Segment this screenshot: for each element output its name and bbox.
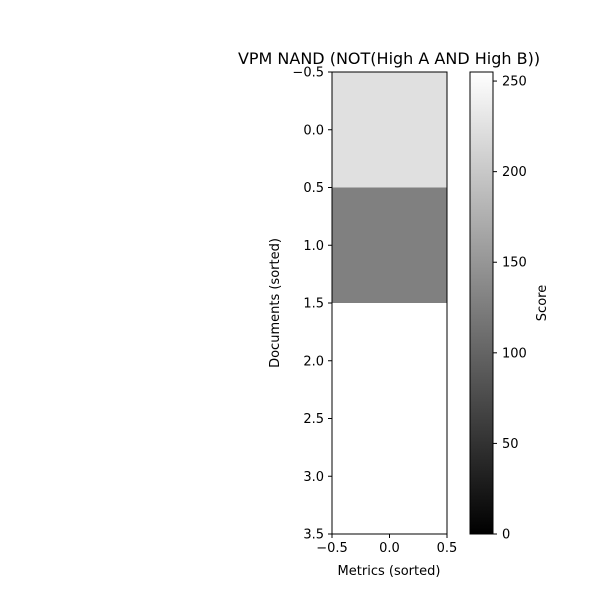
y-tick-label: 3.0 xyxy=(303,470,324,485)
y-tick-label: −0.5 xyxy=(292,66,324,81)
colorbar-tick-label: 0 xyxy=(502,528,510,543)
heatmap-cell xyxy=(332,418,447,534)
colorbar-tick-label: 250 xyxy=(502,75,527,90)
colorbar-tick-label: 50 xyxy=(502,437,519,452)
y-tick-label: 2.0 xyxy=(303,354,324,369)
colorbar xyxy=(469,71,494,535)
y-tick-label: 1.5 xyxy=(303,297,324,312)
x-axis: −0.5 0.0 0.5 xyxy=(316,534,457,556)
heatmap-cell xyxy=(332,187,447,303)
colorbar-axis: 0 50 100 150 200 250 xyxy=(493,75,527,543)
x-tick-label: 0.5 xyxy=(437,541,458,556)
y-tick-label: 2.5 xyxy=(303,412,324,427)
colorbar-tick-label: 150 xyxy=(502,256,527,271)
y-tick-label: 0.5 xyxy=(303,181,324,196)
heatmap-cells xyxy=(332,72,447,534)
y-tick-label: 3.5 xyxy=(303,528,324,543)
colorbar-tick-label: 200 xyxy=(502,165,527,180)
y-tick-label: 1.0 xyxy=(303,239,324,254)
chart-title: VPM NAND (NOT(High A AND High B)) xyxy=(238,49,540,68)
heatmap-cell xyxy=(332,303,447,419)
colorbar-label: Score xyxy=(535,285,550,321)
y-axis-label: Documents (sorted) xyxy=(268,238,283,368)
x-tick-label: −0.5 xyxy=(316,541,348,556)
y-axis: −0.5 0.0 0.5 1.0 1.5 2.0 2.5 3.0 3.5 xyxy=(292,66,332,543)
colorbar-tick-label: 100 xyxy=(502,346,527,361)
heatmap-cell xyxy=(332,72,447,188)
x-tick-label: 0.0 xyxy=(379,541,400,556)
y-tick-label: 0.0 xyxy=(303,123,324,138)
x-axis-label: Metrics (sorted) xyxy=(338,564,441,579)
